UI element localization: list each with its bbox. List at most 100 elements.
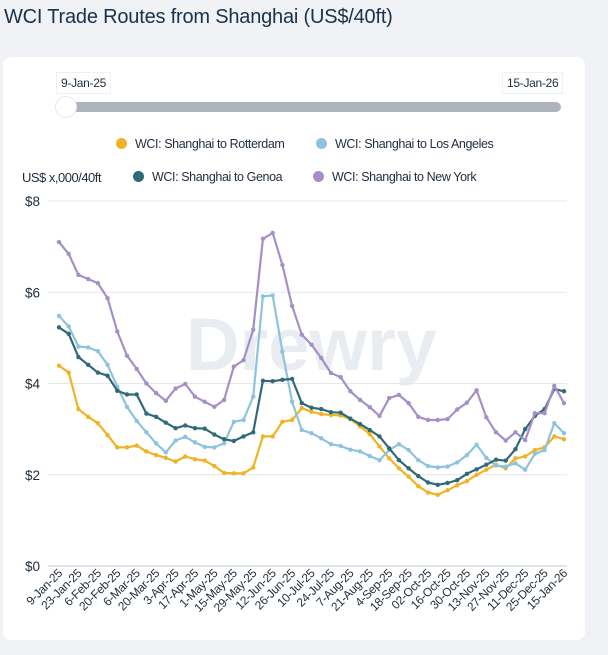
data-point[interactable] bbox=[66, 331, 71, 336]
data-point[interactable] bbox=[270, 230, 275, 236]
data-point[interactable] bbox=[532, 451, 538, 456]
data-point[interactable] bbox=[474, 472, 479, 477]
data-point[interactable] bbox=[231, 471, 237, 476]
data-point[interactable] bbox=[396, 392, 402, 398]
data-point[interactable] bbox=[328, 370, 334, 376]
data-point[interactable] bbox=[309, 405, 314, 410]
data-point[interactable] bbox=[542, 410, 547, 416]
data-point[interactable] bbox=[348, 447, 353, 452]
data-point[interactable] bbox=[144, 411, 149, 416]
data-point[interactable] bbox=[85, 276, 91, 282]
data-point[interactable] bbox=[163, 455, 169, 461]
data-point[interactable] bbox=[289, 376, 295, 382]
data-point[interactable] bbox=[105, 373, 110, 378]
data-point[interactable] bbox=[76, 406, 81, 412]
data-point[interactable] bbox=[319, 436, 324, 441]
data-point[interactable] bbox=[513, 430, 518, 435]
data-point[interactable] bbox=[66, 324, 71, 329]
data-point[interactable] bbox=[425, 463, 431, 469]
data-point[interactable] bbox=[309, 431, 314, 436]
data-point[interactable] bbox=[221, 441, 227, 446]
data-point[interactable] bbox=[406, 400, 411, 406]
data-point[interactable] bbox=[251, 394, 256, 399]
data-point[interactable] bbox=[212, 463, 217, 469]
data-point[interactable] bbox=[241, 358, 246, 363]
data-point[interactable] bbox=[367, 427, 372, 433]
data-point[interactable] bbox=[406, 474, 411, 479]
data-point[interactable] bbox=[76, 344, 81, 349]
data-point[interactable] bbox=[319, 411, 324, 417]
data-point[interactable] bbox=[532, 447, 538, 453]
data-point[interactable] bbox=[561, 436, 567, 442]
data-point[interactable] bbox=[299, 400, 304, 406]
data-point[interactable] bbox=[173, 459, 178, 464]
data-point[interactable] bbox=[280, 419, 285, 425]
data-point[interactable] bbox=[212, 432, 217, 437]
data-point[interactable] bbox=[270, 379, 275, 384]
data-point[interactable] bbox=[192, 394, 198, 399]
data-point[interactable] bbox=[464, 400, 470, 405]
data-point[interactable] bbox=[503, 458, 508, 463]
data-point[interactable] bbox=[328, 441, 334, 447]
data-point[interactable] bbox=[183, 381, 188, 387]
data-point[interactable] bbox=[493, 457, 499, 462]
data-point[interactable] bbox=[270, 434, 275, 439]
data-point[interactable] bbox=[289, 399, 295, 404]
data-point[interactable] bbox=[105, 432, 110, 438]
data-point[interactable] bbox=[163, 420, 169, 425]
data-point[interactable] bbox=[464, 478, 470, 484]
data-point[interactable] bbox=[513, 456, 518, 461]
data-point[interactable] bbox=[260, 434, 266, 439]
data-point[interactable] bbox=[552, 420, 557, 426]
data-point[interactable] bbox=[454, 460, 460, 465]
data-point[interactable] bbox=[134, 392, 139, 397]
data-point[interactable] bbox=[319, 406, 324, 412]
data-point[interactable] bbox=[260, 378, 266, 383]
data-point[interactable] bbox=[503, 438, 508, 443]
data-point[interactable] bbox=[377, 413, 382, 419]
data-point[interactable] bbox=[513, 447, 518, 452]
data-point[interactable] bbox=[416, 414, 421, 420]
data-point[interactable] bbox=[280, 377, 285, 383]
data-point[interactable] bbox=[270, 293, 275, 298]
data-point[interactable] bbox=[474, 442, 479, 447]
data-point[interactable] bbox=[85, 345, 91, 350]
data-point[interactable] bbox=[95, 348, 101, 354]
data-point[interactable] bbox=[202, 444, 207, 450]
data-point[interactable] bbox=[522, 467, 528, 472]
data-point[interactable] bbox=[542, 447, 547, 453]
data-point[interactable] bbox=[115, 329, 120, 334]
data-point[interactable] bbox=[231, 438, 237, 444]
data-point[interactable] bbox=[435, 465, 440, 470]
data-point[interactable] bbox=[464, 452, 470, 458]
data-point[interactable] bbox=[338, 443, 343, 449]
data-point[interactable] bbox=[522, 426, 528, 432]
data-point[interactable] bbox=[260, 294, 266, 299]
data-point[interactable] bbox=[134, 366, 139, 372]
data-point[interactable] bbox=[56, 313, 62, 319]
data-point[interactable] bbox=[445, 464, 450, 469]
data-point[interactable] bbox=[357, 449, 363, 454]
data-point[interactable] bbox=[115, 445, 120, 450]
legend-item-new-york[interactable]: WCI: Shanghai to New York bbox=[313, 170, 477, 184]
data-point[interactable] bbox=[173, 386, 178, 391]
data-point[interactable] bbox=[357, 421, 363, 427]
data-point[interactable] bbox=[445, 416, 450, 422]
data-point[interactable] bbox=[280, 349, 285, 354]
data-point[interactable] bbox=[173, 426, 178, 431]
data-point[interactable] bbox=[367, 431, 372, 437]
data-point[interactable] bbox=[144, 430, 149, 435]
data-point[interactable] bbox=[474, 388, 479, 393]
date-range-slider-handle[interactable] bbox=[55, 96, 77, 118]
data-point[interactable] bbox=[435, 492, 440, 498]
legend-item-los-angeles[interactable]: WCI: Shanghai to Los Angeles bbox=[316, 137, 494, 151]
data-point[interactable] bbox=[183, 434, 188, 440]
data-point[interactable] bbox=[493, 430, 499, 435]
data-point[interactable] bbox=[56, 363, 62, 368]
data-point[interactable] bbox=[367, 405, 372, 410]
data-point[interactable] bbox=[435, 417, 440, 423]
data-point[interactable] bbox=[435, 482, 440, 487]
data-point[interactable] bbox=[396, 457, 402, 463]
data-point[interactable] bbox=[144, 449, 149, 454]
data-point[interactable] bbox=[386, 395, 392, 401]
